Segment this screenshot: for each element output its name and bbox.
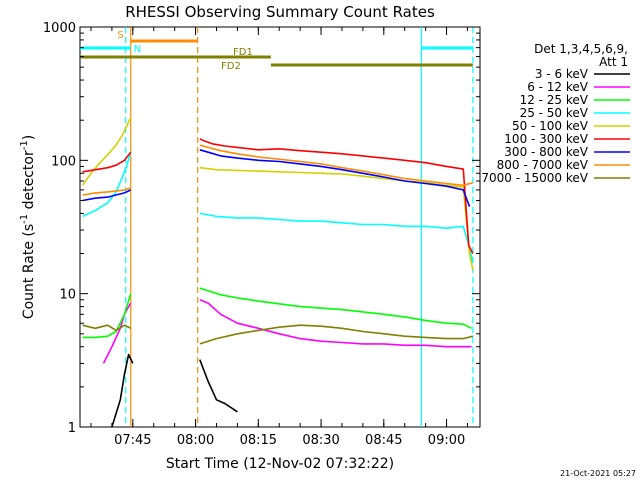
series-line-1 [199,299,472,348]
y-tick-label: 1000 [43,21,76,36]
y-axis-label-main: Count Rate (s [21,224,37,319]
legend-label: 300 - 800 keV [504,145,588,159]
series-line-1 [102,302,132,364]
flag-label-n: N [134,44,141,55]
y-axis-label: Count Rate (s-1 detector-1) [19,135,37,319]
x-tick-label: 09:00 [428,433,465,448]
series-line-7 [199,144,474,187]
chart-title: RHESSI Observing Summary Count Rates [125,3,435,21]
y-tick-label: 100 [51,154,76,169]
footer-timestamp: 21-Oct-2021 05:27 [560,469,636,478]
legend-label: 100 - 300 keV [504,132,588,146]
flag-label-fd2: FD2 [221,61,241,72]
series-line-6 [82,189,132,202]
series-line-4 [81,117,132,186]
x-tick-label: 08:15 [240,433,277,448]
series-line-3 [82,151,132,218]
flag-label-fd1: FD1 [233,47,253,58]
legend-header-line-2: Att 1 [599,55,628,69]
y-axis-label-end: ) [21,135,37,140]
x-axis: 07:45 08:00 08:15 08:30 08:45 09:00 [90,27,468,448]
series-line-2 [82,293,132,339]
series-line-2 [199,287,472,330]
y-axis-label-mid: detector [21,150,37,214]
legend-label: 6 - 12 keV [527,80,589,94]
series-line-8 [199,324,474,345]
y-axis-label-sup2: -1 [19,140,30,150]
series-line-5 [82,151,132,173]
series-line-4 [199,166,474,271]
y-tick-label: 1 [68,421,76,436]
y-axis-label-sup1: -1 [19,214,30,224]
x-axis-label: Start Time (12-Nov-02 07:32:22) [166,456,394,472]
legend-label: 800 - 7000 keV [497,158,589,172]
series-line-3 [199,212,474,264]
x-tick-label: 08:30 [302,433,339,448]
series-line-5 [199,138,474,254]
series-group [81,117,474,428]
series-line-7 [82,187,131,196]
y-tick-label: 10 [59,288,76,303]
legend-label: 50 - 100 keV [512,119,589,133]
legend-header-line-1: Det 1,3,4,5,6,9, [534,42,628,56]
observing-flags-group: SN FD1 FD2 [80,30,473,72]
legend-label: 7000 - 15000 keV [481,171,588,185]
plot-frame [79,26,481,428]
legend-label: 12 - 25 keV [520,93,589,107]
flag-label-s: S [117,30,123,41]
series-line-0 [199,359,238,413]
y-axis: 1 10 100 1000 [43,21,480,436]
x-tick-label: 08:00 [177,433,214,448]
legend-label: 25 - 50 keV [520,106,589,120]
series-line-8 [82,324,132,332]
series-line-0 [111,353,134,428]
legend-label: 3 - 6 keV [535,67,589,81]
x-tick-label: 08:45 [365,433,402,448]
x-tick-label: 07:45 [114,433,151,448]
series-line-6 [199,149,471,207]
